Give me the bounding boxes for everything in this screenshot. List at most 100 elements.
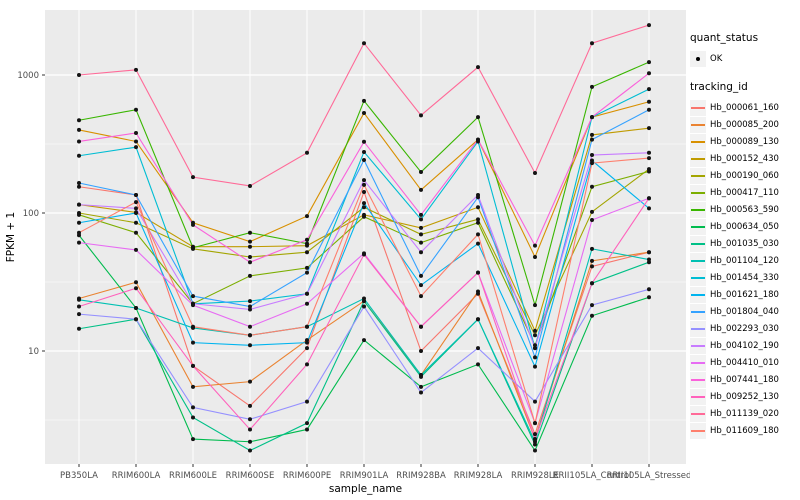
data-point [419, 273, 423, 278]
line-key-icon [690, 269, 706, 286]
x-tick-label: RRIM600SE [226, 471, 275, 481]
data-point [533, 421, 537, 426]
data-point [191, 363, 195, 368]
data-point [134, 280, 138, 285]
data-point [476, 220, 480, 225]
data-point [476, 217, 480, 222]
data-point [191, 384, 195, 389]
data-point [305, 270, 309, 275]
data-point [647, 156, 651, 161]
data-point [134, 107, 138, 112]
legend-label-tracking: Hb_004102_190 [710, 340, 779, 351]
data-point [248, 324, 252, 329]
data-point [305, 427, 309, 432]
data-point [134, 305, 138, 310]
line-key-icon [690, 388, 706, 405]
data-point [77, 212, 81, 217]
legend-label-tracking: Hb_001104_120 [710, 255, 779, 266]
line-key-icon [690, 320, 706, 337]
plot-panel-area: 10 100 1000 PB350LA RRIM600LA RRIM600LE RRIM60… [5, 10, 691, 495]
y-tick-label: 10 [28, 347, 39, 357]
data-point [533, 243, 537, 248]
data-point [248, 254, 252, 259]
x-tick-label: RRIM901LA [340, 471, 389, 481]
data-point [248, 448, 252, 453]
data-point [305, 340, 309, 345]
data-point [248, 244, 252, 249]
legend-item-tracking: Hb_001621_180 [690, 286, 800, 303]
legend-label-tracking: Hb_000417_110 [710, 187, 779, 198]
data-point [134, 145, 138, 150]
data-point [362, 158, 366, 163]
data-point [647, 107, 651, 112]
data-point [77, 127, 81, 132]
data-point [476, 65, 480, 70]
data-point [362, 296, 366, 301]
x-tick-label: RRII105LA_Stressed [607, 471, 690, 481]
data-point [533, 442, 537, 447]
legend-label-tracking: Hb_011139_020 [710, 408, 779, 419]
legend-item-tracking: Hb_001035_030 [690, 235, 800, 252]
data-point [191, 340, 195, 345]
legend-item-tracking: Hb_000563_590 [690, 201, 800, 218]
legend-label-tracking: Hb_004410_010 [710, 357, 779, 368]
line-key-icon [690, 337, 706, 354]
data-point [77, 184, 81, 189]
legend-item-tracking: Hb_009252_130 [690, 388, 800, 405]
data-point [362, 149, 366, 154]
line-key-icon [690, 116, 706, 133]
x-tick-label: PB350LA [60, 471, 98, 481]
data-point [476, 137, 480, 142]
legend: quant_status OK tracking_id Hb_000061_16… [690, 0, 800, 500]
data-point [419, 217, 423, 222]
line-key-icon [690, 235, 706, 252]
y-tick-label: 100 [23, 209, 39, 219]
data-point [191, 437, 195, 442]
data-point [77, 180, 81, 185]
legend-item-tracking: Hb_000061_160 [690, 99, 800, 116]
data-point [533, 437, 537, 442]
data-point [305, 362, 309, 367]
legend-label-tracking: Hb_001454_330 [710, 272, 779, 283]
data-point [476, 317, 480, 322]
data-point [590, 153, 594, 158]
data-point [248, 379, 252, 384]
data-point [476, 270, 480, 275]
data-point [305, 346, 309, 351]
data-point [533, 364, 537, 369]
line-key-icon [690, 133, 706, 150]
data-point [647, 250, 651, 255]
data-point [533, 343, 537, 348]
data-point [590, 132, 594, 137]
data-point [134, 230, 138, 235]
data-point [134, 317, 138, 322]
y-axis-title: FPKM + 1 [5, 212, 17, 262]
data-point [362, 139, 366, 144]
legend-item-tracking: Hb_000089_130 [690, 133, 800, 150]
legend-item-tracking: Hb_001104_120 [690, 252, 800, 269]
data-point [248, 304, 252, 309]
data-point [476, 289, 480, 294]
data-point [419, 294, 423, 299]
data-point [533, 328, 537, 333]
data-point [77, 312, 81, 317]
data-point [134, 200, 138, 205]
data-point [305, 237, 309, 242]
legend-title-quant-status: quant_status [690, 32, 759, 44]
data-point [362, 111, 366, 116]
data-point [590, 281, 594, 286]
data-point [191, 294, 195, 299]
data-point [419, 240, 423, 245]
data-point [476, 115, 480, 120]
legend-item-tracking: Hb_001454_330 [690, 269, 800, 286]
line-key-icon [690, 371, 706, 388]
data-point [305, 324, 309, 329]
data-point [305, 291, 309, 296]
data-point [590, 184, 594, 189]
data-point [590, 137, 594, 142]
legend-label-tracking: Hb_000563_590 [710, 204, 779, 215]
line-key-icon [690, 422, 706, 439]
line-key-icon [690, 303, 706, 320]
data-point [647, 87, 651, 92]
